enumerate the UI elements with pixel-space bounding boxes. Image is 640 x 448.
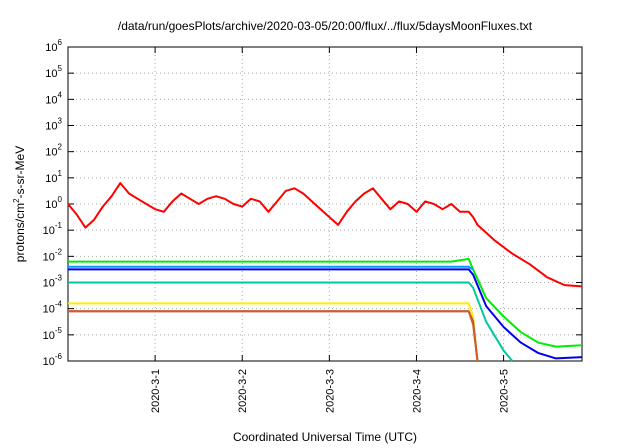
series-line-0 (67, 182, 583, 288)
series-line-4 (68, 281, 514, 362)
series-line-7 (68, 310, 479, 362)
x-tick-label: 2020-3-3 (324, 369, 336, 413)
x-tick-label: 2020-3-4 (411, 369, 423, 413)
y-tick-exponent: 6 (58, 38, 63, 47)
y-tick-base: 10 (45, 68, 57, 80)
series-line-3 (68, 268, 583, 360)
y-tick-exponent: -2 (55, 247, 63, 256)
y-tick-exponent: 3 (58, 117, 63, 126)
y-axis-label-base: protons/cm (13, 203, 27, 262)
y-tick-base: 10 (43, 225, 55, 237)
y-tick-label: 10-1 (43, 221, 63, 237)
series-line-5 (68, 302, 479, 362)
y-tick-label: 100 (45, 195, 62, 211)
series-lines (67, 182, 583, 362)
x-tick-label: 2020-3-5 (499, 369, 511, 413)
y-tick-base: 10 (45, 121, 57, 133)
grid-lines (68, 47, 582, 361)
y-tick-base: 10 (43, 251, 55, 263)
y-tick-base: 10 (45, 94, 57, 106)
x-axis-label: Coordinated Universal Time (UTC) (233, 430, 417, 444)
y-tick-label: 10-3 (43, 274, 63, 290)
y-axis-label-sup: 2 (12, 198, 21, 203)
y-tick-label: 10-5 (43, 326, 63, 342)
y-tick-exponent: 2 (58, 143, 63, 152)
y-tick-label: 10-6 (43, 352, 63, 368)
y-tick-exponent: 0 (58, 195, 63, 204)
y-tick-base: 10 (43, 330, 55, 342)
y-tick-exponent: -6 (55, 352, 63, 361)
y-tick-base: 10 (45, 199, 57, 211)
y-tick-base: 10 (43, 278, 55, 290)
y-tick-label: 10-4 (43, 300, 63, 316)
y-tick-label: 104 (45, 90, 62, 106)
y-tick-label: 10-2 (43, 247, 63, 263)
x-tick-label: 2020-3-1 (150, 369, 162, 413)
y-tick-label: 103 (45, 117, 62, 133)
y-axis-label-rest: -s-sr-MeV (13, 146, 27, 199)
x-tick-label: 2020-3-2 (237, 369, 249, 413)
y-tick-label: 105 (45, 64, 62, 80)
y-tick-label: 106 (45, 38, 62, 54)
x-axis-ticks: 2020-3-1 2020-3-2 2020-3-3 2020-3-4 2020-3-5 (150, 47, 511, 413)
series-line-2 (68, 265, 474, 271)
y-tick-exponent: -1 (55, 221, 63, 230)
y-tick-base: 10 (43, 304, 55, 316)
chart-title: /data/run/goesPlots/archive/2020-03-05/2… (118, 19, 533, 33)
y-axis-ticks: 10610510410310210110010-110-210-310-410-… (43, 38, 582, 368)
y-tick-label: 101 (45, 169, 62, 185)
y-tick-exponent: -5 (55, 326, 63, 335)
y-tick-base: 10 (45, 42, 57, 54)
y-axis-label: protons/cm2-s-sr-MeV (12, 146, 27, 262)
y-tick-label: 102 (45, 143, 62, 159)
series-line-6 (68, 310, 479, 362)
y-tick-base: 10 (45, 173, 57, 185)
y-tick-exponent: 5 (58, 64, 63, 73)
y-tick-exponent: 1 (58, 169, 63, 178)
y-tick-base: 10 (43, 356, 55, 368)
series-line-1 (68, 257, 583, 348)
y-tick-exponent: -3 (55, 274, 63, 283)
y-tick-exponent: 4 (58, 90, 63, 99)
y-tick-base: 10 (45, 147, 57, 159)
y-tick-exponent: -4 (55, 300, 63, 309)
